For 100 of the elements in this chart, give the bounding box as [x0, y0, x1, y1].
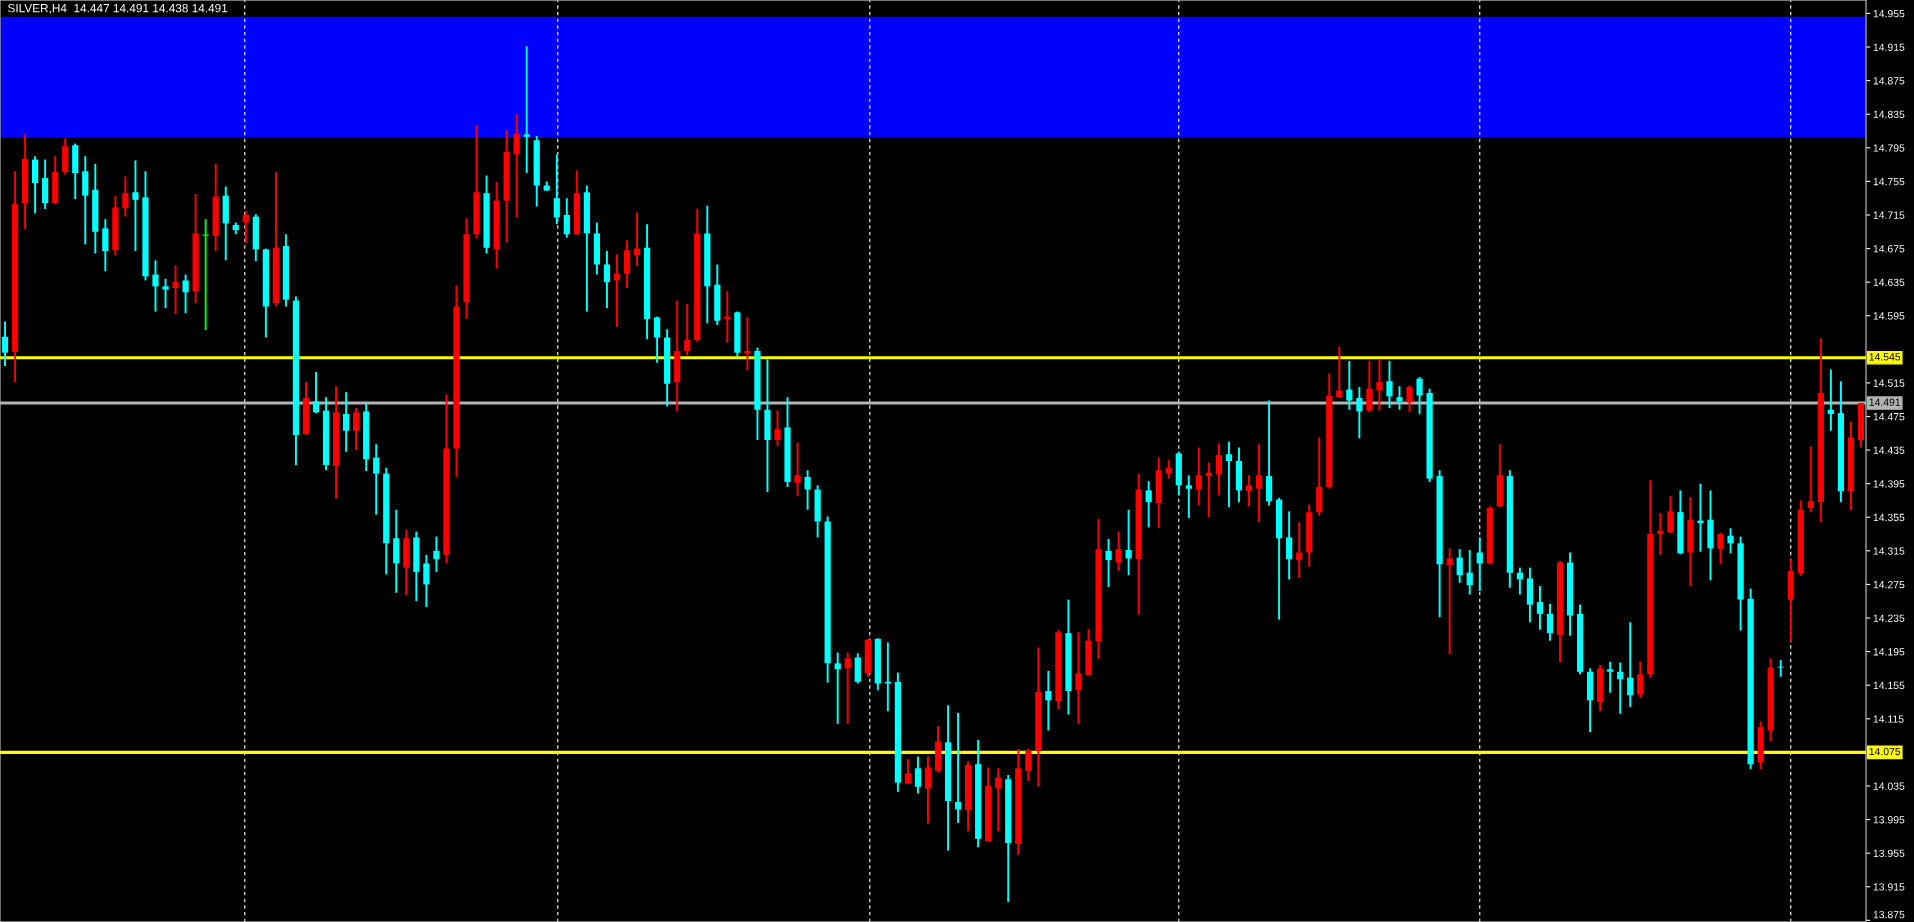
candlestick [684, 303, 691, 357]
y-tick-label: 14.275 [1873, 580, 1905, 589]
candlestick [423, 554, 430, 609]
y-tick-label: 14.395 [1873, 480, 1905, 488]
candlestick [1396, 385, 1403, 411]
candlestick [1376, 358, 1383, 412]
y-tick-label: 14.835 [1873, 110, 1905, 119]
y-tick-label: 14.875 [1873, 77, 1905, 85]
candlestick [513, 113, 520, 219]
candlestick [152, 259, 159, 313]
y-tick-label: 14.355 [1873, 513, 1905, 522]
candlestick [563, 197, 570, 239]
candlestick [1466, 549, 1473, 596]
candlestick [172, 264, 179, 316]
candlestick [1627, 621, 1634, 708]
candlestick [904, 758, 912, 786]
candlestick [1336, 345, 1343, 399]
candlestick [162, 277, 169, 310]
y-tick-label: 13.955 [1873, 849, 1905, 858]
candlestick [553, 153, 560, 226]
y-tick-label: 14.475 [1873, 413, 1905, 421]
ref-line-label: 14.075 [1869, 747, 1901, 756]
candlestick [1777, 659, 1784, 678]
candlestick [312, 371, 320, 415]
candlestick [122, 175, 129, 218]
y-tick-label: 14.595 [1873, 312, 1905, 320]
y-tick-label: 14.315 [1873, 547, 1905, 555]
candlestick [623, 239, 631, 289]
candlestick [242, 209, 249, 245]
candlestick [1346, 360, 1353, 411]
candlestick [182, 273, 189, 315]
candlestick [1446, 547, 1453, 656]
y-tick-label: 14.675 [1873, 245, 1905, 253]
candlestick [1165, 459, 1172, 480]
candlestick [1356, 386, 1363, 440]
candlestick [1366, 360, 1373, 414]
y-tick-label: 14.755 [1873, 177, 1905, 186]
candlestick [523, 45, 530, 174]
y-tick-label: 14.635 [1873, 278, 1905, 287]
candlestick [924, 755, 932, 825]
candlestick [1125, 508, 1132, 577]
candlestick [1406, 384, 1413, 414]
candlestick [834, 651, 841, 725]
candlestick [654, 315, 661, 364]
candlestick [1, 320, 9, 368]
y-tick-label: 14.955 [1873, 9, 1905, 18]
ref-line-label: 14.491 [1869, 398, 1901, 406]
candlestick [1386, 360, 1393, 410]
candlestick [884, 641, 891, 713]
candlestick [1195, 446, 1202, 507]
y-tick-label: 13.875 [1873, 910, 1905, 919]
chart-title: SILVER,H4 14.447 14.491 14.438 14.491 [8, 4, 228, 14]
candlestick [1075, 631, 1082, 725]
candlestick [1717, 531, 1724, 566]
y-tick-label: 14.235 [1873, 614, 1905, 622]
candlestick [373, 443, 380, 516]
candlestick [603, 250, 611, 310]
candlestick [102, 218, 109, 273]
candlestick [1045, 669, 1052, 732]
candlestick [844, 651, 851, 725]
y-tick-label: 14.115 [1873, 715, 1904, 723]
candlestick [1727, 527, 1734, 555]
candlestick [343, 391, 350, 453]
y-tick-label: 14.515 [1873, 379, 1905, 387]
candlestick [804, 469, 811, 511]
y-tick-label: 14.195 [1873, 648, 1905, 656]
candlestick [1025, 748, 1032, 782]
y-tick-label: 14.035 [1873, 782, 1905, 790]
candlestick [1215, 442, 1223, 497]
candlestick [1225, 440, 1233, 509]
y-tick-label: 14.915 [1873, 43, 1905, 51]
candlestick [794, 441, 801, 498]
candlestick [353, 407, 360, 452]
y-tick-label: 14.715 [1873, 211, 1905, 219]
candlestick [1637, 660, 1644, 699]
candlestick [32, 155, 39, 215]
candlestick [1105, 538, 1112, 588]
candlestick [744, 316, 751, 372]
candlestick [1827, 368, 1834, 432]
candlestick [1286, 510, 1293, 581]
candlestick [1807, 445, 1814, 514]
candlestick [1145, 480, 1152, 529]
candlestick [774, 409, 781, 447]
candlestick [1245, 474, 1253, 508]
y-tick-label: 13.915 [1873, 883, 1905, 891]
ref-line-label: 14.545 [1869, 353, 1901, 361]
candlestick [1607, 660, 1614, 694]
candlestick [1185, 474, 1192, 520]
y-tick-label: 14.435 [1873, 446, 1905, 454]
candlestick [1416, 376, 1423, 415]
candlestick [1115, 530, 1122, 572]
y-tick-label: 14.155 [1873, 681, 1905, 690]
candlestick [1456, 548, 1463, 584]
y-tick-label: 14.795 [1873, 144, 1905, 152]
candlestick [1546, 602, 1554, 642]
candlestick [433, 535, 440, 573]
candlestick [914, 755, 922, 795]
candlestick [1667, 495, 1674, 535]
candlestick [1255, 443, 1263, 524]
y-tick-label: 13.995 [1873, 816, 1905, 824]
